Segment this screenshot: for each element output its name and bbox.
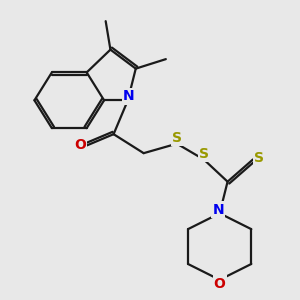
Text: S: S [254, 151, 264, 165]
Text: S: S [199, 147, 209, 161]
Text: N: N [123, 89, 134, 103]
Text: O: O [74, 138, 86, 152]
Text: S: S [172, 131, 182, 145]
Text: N: N [212, 202, 224, 217]
Text: O: O [214, 277, 226, 291]
